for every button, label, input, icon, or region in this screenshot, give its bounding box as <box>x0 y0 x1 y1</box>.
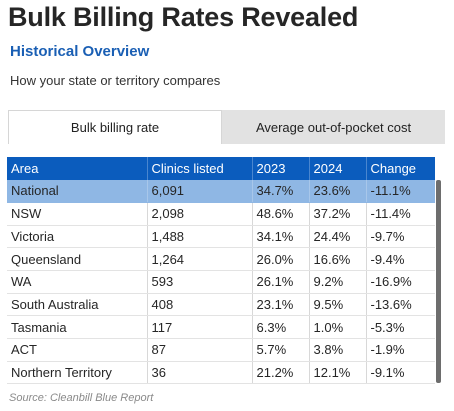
table-header-row: Area Clinics listed 2023 2024 Change <box>7 157 435 180</box>
cell-clinics-listed: 2,098 <box>146 202 252 226</box>
cell-change: -9.7% <box>365 225 435 249</box>
cell-change: -11.4% <box>365 202 435 226</box>
table-row: Tasmania 117 6.3% 1.0% -5.3% <box>7 315 435 339</box>
cell-change: -1.9% <box>365 338 435 362</box>
cell-clinics-listed: 1,264 <box>146 247 252 271</box>
cell-2024: 24.4% <box>308 225 366 249</box>
cell-area: ACT <box>7 338 147 362</box>
cell-area: Queensland <box>7 247 147 271</box>
cell-2024: 12.1% <box>308 361 366 385</box>
column-header-area[interactable]: Area <box>7 157 147 180</box>
table-row: Northern Territory 36 21.2% 12.1% -9.1% <box>7 361 435 385</box>
cell-2024: 3.8% <box>308 338 366 362</box>
page-title: Bulk Billing Rates Revealed <box>8 2 359 32</box>
table-row: South Australia 408 23.1% 9.5% -13.6% <box>7 293 435 317</box>
cell-2024: 16.6% <box>308 247 366 271</box>
cell-2023: 26.0% <box>251 247 309 271</box>
cell-2023: 34.1% <box>251 225 309 249</box>
section-description: How your state or territory compares <box>10 73 221 88</box>
cell-change: -5.3% <box>365 315 435 339</box>
cell-2024: 1.0% <box>308 315 366 339</box>
cell-area: NSW <box>7 202 147 226</box>
cell-clinics-listed: 87 <box>146 338 252 362</box>
column-header-change[interactable]: Change <box>365 157 435 180</box>
cell-2023: 34.7% <box>251 179 309 203</box>
table-row: NSW 2,098 48.6% 37.2% -11.4% <box>7 202 435 226</box>
cell-clinics-listed: 6,091 <box>146 179 252 203</box>
cell-change: -16.9% <box>365 270 435 294</box>
cell-2023: 23.1% <box>251 293 309 317</box>
column-header-2023[interactable]: 2023 <box>251 157 309 180</box>
table-row: Queensland 1,264 26.0% 16.6% -9.4% <box>7 247 435 271</box>
cell-2024: 9.2% <box>308 270 366 294</box>
section-subtitle: Historical Overview <box>10 43 150 60</box>
table-row: ACT 87 5.7% 3.8% -1.9% <box>7 338 435 362</box>
table-row: National 6,091 34.7% 23.6% -11.1% <box>7 179 435 203</box>
column-header-clinics-listed[interactable]: Clinics listed <box>146 157 252 180</box>
tab-bulk-billing-rate[interactable]: Bulk billing rate <box>8 110 222 144</box>
cell-change: -11.1% <box>365 179 435 203</box>
cell-clinics-listed: 36 <box>146 361 252 385</box>
cell-area: National <box>7 179 147 203</box>
cell-clinics-listed: 593 <box>146 270 252 294</box>
cell-change: -13.6% <box>365 293 435 317</box>
table-scrollbar[interactable] <box>436 180 441 383</box>
cell-2024: 37.2% <box>308 202 366 226</box>
cell-area: Northern Territory <box>7 361 147 385</box>
cell-2023: 48.6% <box>251 202 309 226</box>
cell-2024: 23.6% <box>308 179 366 203</box>
source-note: Source: Cleanbill Blue Report <box>9 392 154 404</box>
column-header-2024[interactable]: 2024 <box>308 157 366 180</box>
cell-clinics-listed: 117 <box>146 315 252 339</box>
bulk-billing-table: Area Clinics listed 2023 2024 Change Nat… <box>7 157 435 385</box>
table-row: Victoria 1,488 34.1% 24.4% -9.7% <box>7 225 435 249</box>
cell-clinics-listed: 408 <box>146 293 252 317</box>
cell-change: -9.1% <box>365 361 435 385</box>
cell-2023: 21.2% <box>251 361 309 385</box>
tab-bar: Bulk billing rate Average out-of-pocket … <box>8 110 445 144</box>
table-container: Area Clinics listed 2023 2024 Change Nat… <box>7 157 441 385</box>
table-row: WA 593 26.1% 9.2% -16.9% <box>7 270 435 294</box>
cell-2023: 6.3% <box>251 315 309 339</box>
cell-area: Victoria <box>7 225 147 249</box>
cell-area: Tasmania <box>7 315 147 339</box>
cell-change: -9.4% <box>365 247 435 271</box>
cell-2024: 9.5% <box>308 293 366 317</box>
cell-area: WA <box>7 270 147 294</box>
tab-average-out-of-pocket-cost[interactable]: Average out-of-pocket cost <box>222 110 445 144</box>
cell-clinics-listed: 1,488 <box>146 225 252 249</box>
cell-2023: 5.7% <box>251 338 309 362</box>
table-body: National 6,091 34.7% 23.6% -11.1% NSW 2,098 48.… <box>7 179 435 385</box>
cell-area: South Australia <box>7 293 147 317</box>
cell-2023: 26.1% <box>251 270 309 294</box>
